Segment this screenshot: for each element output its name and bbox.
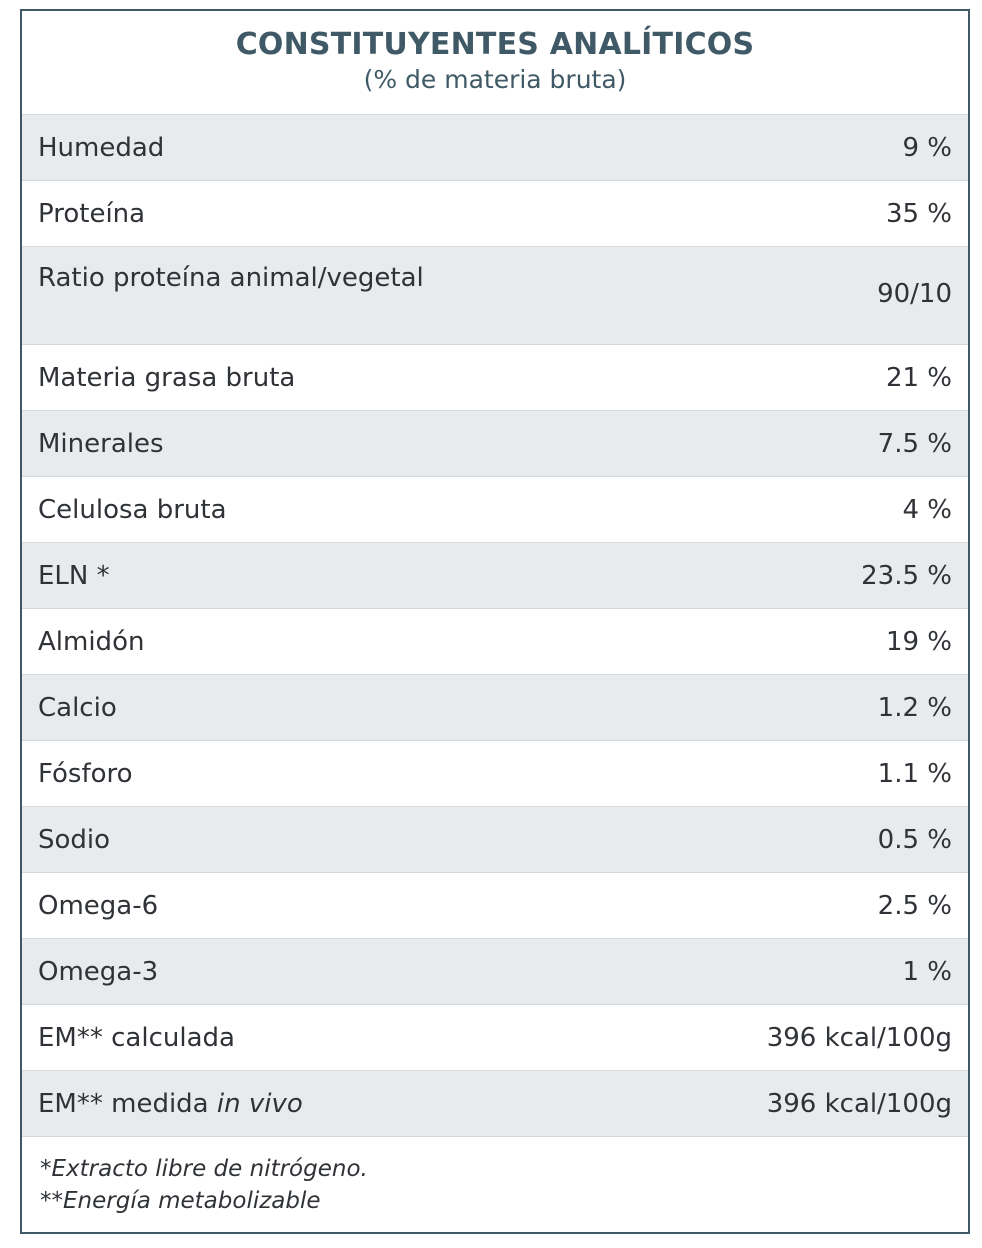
row-label: Almidón: [38, 626, 145, 657]
table-row: Almidón 19 %: [22, 608, 968, 674]
row-value: 4 %: [902, 494, 952, 525]
table-row: Ratio proteína animal/vegetal 90/10: [22, 246, 968, 344]
row-value: 19 %: [885, 626, 952, 657]
table-row: Fósforo 1.1 %: [22, 740, 968, 806]
row-value: 9 %: [902, 132, 952, 163]
row-value: 2.5 %: [877, 890, 952, 921]
table-row: ELN * 23.5 %: [22, 542, 968, 608]
row-label: Celulosa bruta: [38, 494, 227, 525]
row-label-prefix: EM** medida: [38, 1088, 217, 1119]
row-value: 7.5 %: [877, 428, 952, 459]
table-row: Calcio 1.2 %: [22, 674, 968, 740]
footnote-em: **Energía metabolizable: [40, 1188, 321, 1214]
row-label: Proteína: [38, 198, 146, 229]
row-value: 23.5 %: [861, 560, 952, 591]
table-row: EM** calculada 396 kcal/100g: [22, 1004, 968, 1070]
table-row: Proteína 35 %: [22, 180, 968, 246]
table-row: Sodio 0.5 %: [22, 806, 968, 872]
row-label: Ratio proteína animal/vegetal: [38, 263, 424, 293]
table-title: CONSTITUYENTES ANALÍTICOS: [235, 27, 755, 62]
row-label: EM** medida in vivo: [38, 1089, 303, 1119]
table-rows: Humedad 9 % Proteína 35 % Ratio proteína…: [22, 114, 968, 1136]
row-value: 396 kcal/100g: [766, 1088, 952, 1119]
table-header: CONSTITUYENTES ANALÍTICOS (% de materia …: [22, 11, 968, 114]
table-row: Humedad 9 %: [22, 114, 968, 180]
row-label: Calcio: [38, 692, 117, 723]
row-value: 1 %: [902, 956, 952, 987]
row-label-italic: in vivo: [216, 1088, 303, 1119]
table-row: EM** medida in vivo 396 kcal/100g: [22, 1070, 968, 1136]
table-row: Minerales 7.5 %: [22, 410, 968, 476]
table-row: Materia grasa bruta 21 %: [22, 344, 968, 410]
row-label: EM** calculada: [38, 1022, 235, 1053]
row-label: Humedad: [38, 132, 165, 163]
row-label: Omega-6: [38, 890, 159, 921]
table-row: Omega-3 1 %: [22, 938, 968, 1004]
row-label: Sodio: [38, 824, 111, 855]
row-label: Fósforo: [38, 758, 133, 789]
row-value: 1.1 %: [877, 758, 952, 789]
row-label: Materia grasa bruta: [38, 362, 296, 393]
row-value: 21 %: [885, 362, 952, 393]
row-value: 0.5 %: [877, 824, 952, 855]
analytical-constituents-table: CONSTITUYENTES ANALÍTICOS (% de materia …: [20, 9, 970, 1234]
table-row: Omega-6 2.5 %: [22, 872, 968, 938]
table-row: Celulosa bruta 4 %: [22, 476, 968, 542]
row-value: 35 %: [885, 198, 952, 229]
footnotes: *Extracto libre de nitrógeno. **Energía …: [22, 1136, 968, 1217]
row-label: Omega-3: [38, 956, 159, 987]
row-label: ELN *: [38, 560, 110, 591]
row-value: 1.2 %: [877, 692, 952, 723]
footnote-eln: *Extracto libre de nitrógeno.: [40, 1156, 368, 1182]
row-value: 396 kcal/100g: [766, 1022, 952, 1053]
row-value: 90/10: [877, 279, 952, 309]
table-subtitle: (% de materia bruta): [363, 65, 627, 94]
row-label: Minerales: [38, 428, 164, 459]
